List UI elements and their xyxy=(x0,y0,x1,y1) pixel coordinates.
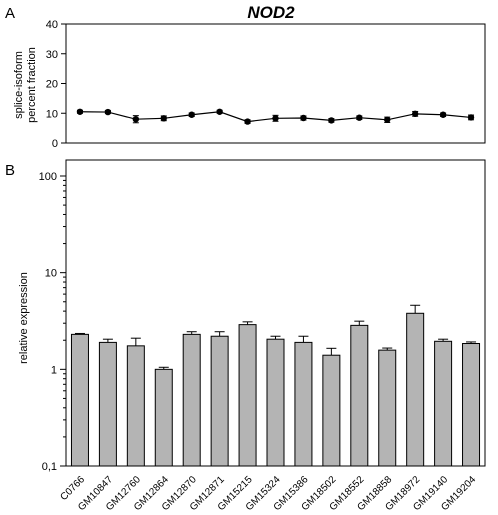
panel-a-data-point xyxy=(328,117,335,124)
panel-b-bar xyxy=(238,324,257,467)
panel-b-bar xyxy=(154,368,173,467)
panel-b-bar xyxy=(462,343,481,467)
panel-a-line-chart: 0 10 20 30 40 splice-isoform percent fraction xyxy=(13,19,486,150)
panel-b-ytick-label: 100 xyxy=(39,171,57,183)
panel-b-bar xyxy=(294,341,313,467)
panel-b-bar xyxy=(70,333,89,467)
figure-title: NOD2 xyxy=(247,3,295,22)
panel-a-data-point xyxy=(132,116,140,123)
panel-b-bar xyxy=(350,324,369,467)
panel-a-data-point xyxy=(439,111,447,118)
panel-b-letter: B xyxy=(5,162,15,179)
panel-b-bar xyxy=(434,340,453,467)
panel-a-data-point xyxy=(411,110,419,118)
panel-a-ytick-label: 30 xyxy=(46,49,58,61)
panel-a-data-point xyxy=(244,118,251,125)
panel-b-bar xyxy=(266,338,285,467)
panel-a-data-point xyxy=(188,111,195,118)
panel-a-data-point xyxy=(216,108,223,115)
panel-b-bar xyxy=(406,312,425,467)
panel-a-ylabel-line2: percent fraction xyxy=(26,47,38,123)
panel-b-bar xyxy=(322,354,341,467)
panel-a-frame xyxy=(65,23,486,144)
panel-a-ytick-label: 20 xyxy=(46,79,58,91)
panel-a-ylabel-line1: splice-isoform xyxy=(13,51,25,119)
panel-b-ylabel: relative expression xyxy=(18,272,30,364)
panel-a-data-point xyxy=(160,115,167,122)
panel-a-data-point xyxy=(76,108,84,115)
panel-b-ytick-label: 10 xyxy=(45,268,57,280)
panel-a-ytick-label: 10 xyxy=(46,108,58,120)
panel-b-bar xyxy=(182,333,201,467)
panel-a-data-point xyxy=(104,108,112,116)
panel-b-ytick-label: 0,1 xyxy=(42,461,57,473)
panel-b-bar xyxy=(126,345,145,467)
panel-b-bar xyxy=(210,335,229,467)
panel-a-data-point xyxy=(356,114,363,121)
panel-a-data-point xyxy=(384,116,391,123)
panel-b-bar xyxy=(98,341,117,467)
panel-b-ytick-label: 1 xyxy=(51,364,57,376)
panel-a-letter: A xyxy=(5,5,15,22)
panel-a-data-point xyxy=(300,114,307,122)
panel-a-ytick-label: 40 xyxy=(46,19,58,31)
panel-a-ytick-label: 0 xyxy=(52,138,58,150)
panel-a-data-point xyxy=(272,115,279,122)
panel-b-bar xyxy=(378,349,397,467)
panel-a-data-point xyxy=(467,114,475,121)
